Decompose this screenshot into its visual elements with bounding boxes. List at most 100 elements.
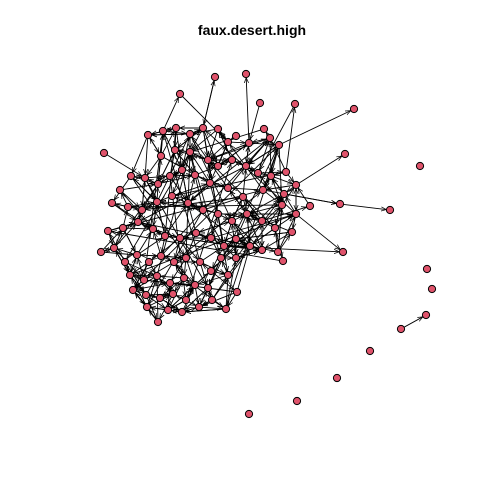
graph-node [175,233,185,243]
graph-edge [126,265,130,271]
graph-node [195,257,205,267]
graph-edge [126,228,150,229]
graph-edge [185,290,206,309]
graph-node [181,253,191,263]
graph-node [244,409,254,419]
graph-node [257,216,267,226]
graph-edge [279,235,290,250]
graph-edge [222,242,234,256]
graph-node [278,256,288,266]
graph-edge [203,81,214,125]
graph-node [227,216,237,226]
graph-node [165,171,175,181]
graph-edge [229,169,243,186]
graph-edge [154,233,161,253]
graph-node [148,224,158,234]
graph-node [244,138,254,148]
graph-edge [221,261,228,272]
graph-node [190,170,200,180]
graph-node [206,266,216,276]
graph-node [156,251,166,261]
graph-edge [169,237,177,238]
graph-edge [175,241,180,259]
graph-node [335,199,345,209]
graph-edge [145,203,155,209]
graph-node [156,151,166,161]
graph-node [231,253,241,263]
graph-node [253,168,263,178]
graph-node [120,257,130,267]
graph-edge [135,293,146,305]
graph-edge [145,138,149,175]
graph-edge [211,139,266,160]
graph-edge [185,308,196,311]
graph-edge [142,182,144,207]
graph-node [107,198,117,208]
graph-node [223,137,233,147]
graph-edge [160,197,169,202]
graph-node [207,295,217,305]
graph-node [274,140,284,150]
graph-edge [209,164,224,243]
graph-edge [213,240,221,244]
graph-node [179,273,189,283]
graph-edge [164,97,179,128]
graph-edge [189,207,196,230]
graph-edge [228,294,236,306]
graph-edge [237,197,282,256]
nodes-layer [96,69,437,419]
graph-node [223,183,233,193]
graph-node [165,278,175,288]
graph-node [241,69,251,79]
graph-node [238,192,248,202]
graph-node [258,185,268,195]
graph-node [177,307,187,317]
graph-edge [298,188,309,204]
graph-edge [201,291,207,303]
graph-node [96,247,106,257]
graph-edge [112,232,280,261]
graph-node [175,89,185,99]
graph-node [270,223,280,233]
graph-node [126,171,136,181]
graph-edge [236,217,247,235]
graph-edge [343,203,387,209]
graph-edge [106,154,142,176]
graph-edge [230,191,246,212]
graph-edge [161,135,162,153]
graph-edge [193,130,216,149]
graph-edge [186,308,223,312]
graph-edge [161,202,185,203]
graph-node [223,270,233,280]
graph-node [191,228,201,238]
graph-edge [131,138,148,172]
graph-node [213,161,223,171]
graph-node [305,201,315,211]
graph-node [415,161,425,171]
edges-layer [103,78,423,328]
graph-edge [240,231,289,238]
graph-node [427,284,437,294]
graph-node [160,231,170,241]
graph-edge [162,239,165,253]
graph-edge [246,78,250,140]
graph-node [167,191,177,201]
graph-edge [203,264,209,268]
graph-node [287,227,297,237]
graph-node [168,289,178,299]
graph-node [155,293,165,303]
graph-edge [177,259,182,261]
graph-node [143,130,153,140]
graph-edge [171,301,184,309]
graph-node [242,209,252,219]
graph-edge [209,291,211,296]
graph-node [213,209,223,219]
graph-node [169,257,179,267]
graph-edge [147,279,156,304]
graph-edge [150,138,160,154]
graph-node [123,202,133,212]
graph-edge [138,232,151,253]
graph-edge [287,194,337,204]
graph-node [245,241,255,251]
graph-node [158,126,168,136]
